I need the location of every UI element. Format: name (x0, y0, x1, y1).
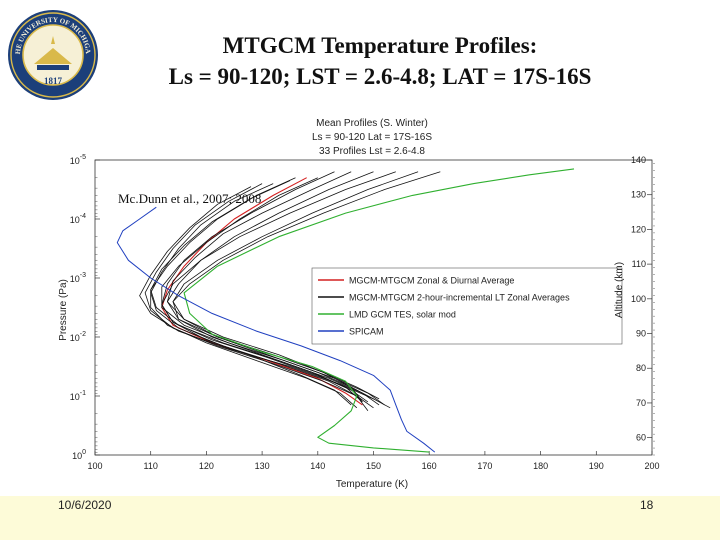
seal-gold-rim (10, 12, 96, 98)
x-tick-label: 110 (144, 461, 158, 471)
x-axis: 100 110 120 130 140 150 160 170 180 190 200 (87, 451, 660, 471)
legend-label-1: MGCM-MTGCM Zonal & Diurnal Average (349, 276, 514, 286)
seal-flame-shape (51, 36, 55, 44)
x-tick-label: 170 (477, 461, 492, 471)
series-line-7 (161, 177, 385, 406)
legend: MGCM-MTGCM Zonal & Diurnal Average MGCM-M… (311, 267, 623, 345)
y-tick-label: 10-5 (70, 154, 86, 166)
slide-title-line-2: Ls = 90-120; LST = 2.6-4.8; LAT = 17S-16… (168, 64, 592, 89)
temperature-profile-chart: Mean Profiles (S. Winter) Ls = 90-120 Lat… (58, 118, 660, 490)
legend-label-4: SPICAM (349, 327, 384, 337)
x-tick-label: 100 (87, 461, 102, 471)
y-tick-label: 10-1 (70, 390, 86, 402)
slide-title-line-1: MTGCM Temperature Profiles: (222, 33, 538, 58)
y-axis-pressure: 10-5 10-4 10-3 10-2 10-1 100 (70, 154, 100, 461)
series-line-14 (183, 168, 575, 453)
alt-tick-label: 80 (636, 363, 646, 373)
seal-book-shape (37, 65, 69, 70)
chart-title-line-1: Mean Profiles (S. Winter) (316, 118, 428, 129)
series-line-5 (150, 183, 369, 412)
slide-title: MTGCM Temperature Profiles: Ls = 90-120;… (100, 30, 660, 92)
series-line-12 (172, 171, 441, 403)
y-axis-altitude: 140 130 120 110 100 90 80 70 60 (631, 155, 655, 456)
series-line-13 (139, 186, 391, 409)
alt-tick-label: 60 (636, 433, 646, 443)
series-line-8 (161, 171, 396, 406)
x-tick-label: 200 (644, 461, 659, 471)
x-tick-label: 130 (255, 461, 270, 471)
y-axis-label: Pressure (Pa) (58, 279, 69, 341)
y-tick-label: 10-3 (70, 272, 86, 284)
x-tick-label: 140 (310, 461, 325, 471)
x-tick-label: 160 (422, 461, 437, 471)
footer-band (0, 496, 720, 540)
y-tick-label: 10-4 (70, 213, 86, 225)
chart-title: Mean Profiles (S. Winter) Ls = 90-120 Lat… (312, 118, 432, 157)
alt-tick-label: 100 (631, 294, 646, 304)
slide-number: 18 (640, 498, 654, 512)
x-tick-label: 120 (199, 461, 214, 471)
university-seal-logo: 1817 THE UNIVERSITY OF MICHIGAN (6, 8, 98, 100)
alt-tick-label: 120 (631, 224, 646, 234)
series-group (116, 168, 575, 453)
series-line-15 (116, 206, 436, 453)
x-axis-label: Temperature (K) (336, 479, 408, 490)
alt-tick-label: 90 (636, 329, 646, 339)
seal-year: 1817 (44, 76, 63, 86)
x-tick-label: 150 (366, 461, 381, 471)
y-tick-label: 100 (72, 449, 86, 461)
x-tick-label: 180 (533, 461, 548, 471)
alt-tick-label: 130 (631, 190, 646, 200)
series-line-11 (150, 180, 380, 406)
alt-tick-label: 110 (632, 259, 646, 269)
slide-date: 10/6/2020 (58, 498, 112, 512)
legend-label-2: MGCM-MTGCM 2-hour-incremental LT Zonal A… (349, 293, 570, 303)
annotation-citation: Mc.Dunn et al., 2007; 2008 (118, 191, 261, 206)
header-band (0, 0, 720, 108)
right-axis-label: Altitude (km) (614, 262, 625, 318)
alt-tick-label: 140 (631, 155, 646, 165)
alt-tick-label: 70 (636, 398, 646, 408)
legend-label-3: LMD GCM TES, solar mod (349, 310, 456, 320)
series-line-9 (144, 183, 374, 409)
chart-title-line-3: 33 Profiles Lst = 2.6-4.8 (319, 146, 425, 157)
seal-lamp-shape (34, 48, 72, 64)
y-tick-label: 10-2 (70, 331, 86, 343)
x-tick-label: 190 (589, 461, 604, 471)
legend-box (311, 267, 623, 345)
series-line-6 (166, 171, 363, 403)
chart-title-line-2: Ls = 90-120 Lat = 17S-16S (312, 132, 432, 143)
